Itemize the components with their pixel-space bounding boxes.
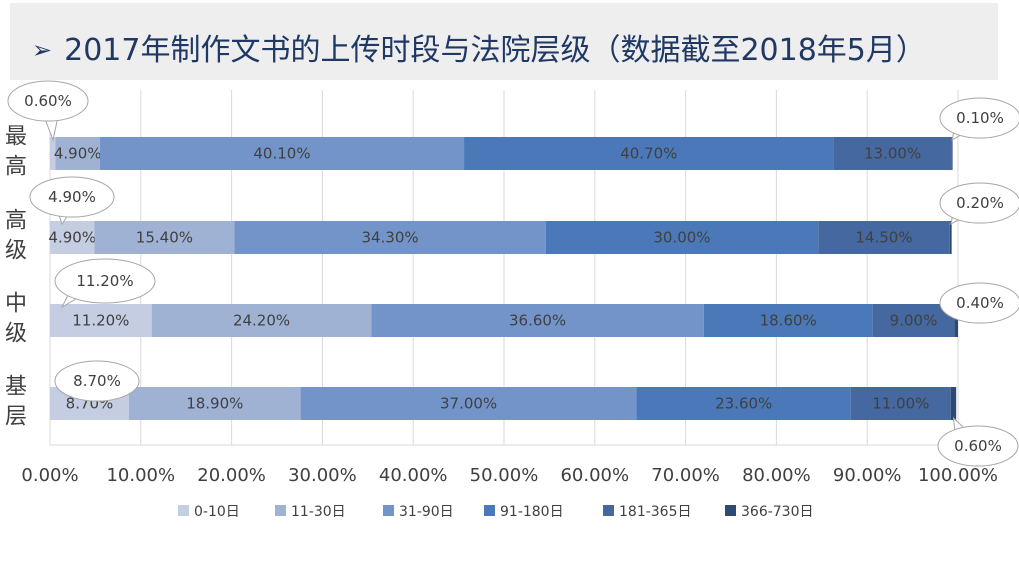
legend-swatch [383,505,394,516]
bar-segment [545,221,819,254]
callout-bubble [54,360,140,402]
x-tick-label: 10.00% [106,465,175,486]
page-title: ➢ 2017年制作文书的上传时段与法院层级（数据截至2018年5月） [32,25,926,69]
legend-swatch [178,505,189,516]
callout-mask [950,298,963,311]
callout-mask [956,430,969,443]
title-band: ➢ 2017年制作文书的上传时段与法院层级（数据截至2018年5月） [10,3,998,80]
bar-segment [954,304,958,337]
legend-label: 0-10日 [194,504,240,520]
bar-segment [94,221,235,254]
callout-label: 11.20% [76,272,133,290]
legend-swatch [484,505,495,516]
bar-segment [833,137,952,170]
callout-label: 0.10% [956,109,1004,127]
callout-label: 8.70% [73,372,121,390]
callout-label: 0.20% [956,194,1004,212]
legend-swatch [725,505,736,516]
bar-segment [128,387,301,420]
legend-label: 366-730日 [741,504,814,520]
category-label: 层 [5,405,27,430]
data-label: 24.20% [233,312,290,330]
x-tick-label: 100.00% [918,465,998,486]
legend-label: 91-180日 [500,504,564,520]
x-tick-label: 80.00% [742,465,811,486]
bar-segment [151,304,372,337]
callout-mask [954,203,967,216]
data-label: 4.90% [54,145,102,163]
x-tick-label: 50.00% [470,465,539,486]
callout-label: 0.60% [954,437,1002,455]
legend-swatch [275,505,286,516]
bar-segment [951,137,953,170]
x-tick-label: 0.00% [21,465,78,486]
data-label: 34.30% [361,229,418,247]
data-label: 18.60% [760,312,817,330]
data-label: 40.70% [620,145,677,163]
data-label: 14.50% [855,229,912,247]
bar-segment [55,137,100,170]
x-tick-label: 90.00% [833,465,902,486]
data-label: 9.00% [890,312,938,330]
callout-mask [73,281,86,294]
x-tick-label: 60.00% [560,465,629,486]
bar-segment [300,387,637,420]
bar-segment [703,304,873,337]
callout-label: 4.90% [48,188,96,206]
data-label: 15.40% [136,229,193,247]
data-label: 11.00% [872,395,929,413]
x-tick-label: 20.00% [197,465,266,486]
callout-mask [955,119,968,132]
data-label: 13.00% [864,145,921,163]
category-label: 最 [5,125,27,150]
x-tick-label: 40.00% [379,465,448,486]
callout-bubble [939,282,1019,324]
x-tick-label: 70.00% [651,465,720,486]
bar-segment [850,387,951,420]
callout-mask [57,202,70,215]
data-label: 36.60% [509,312,566,330]
callout-mask [66,377,79,390]
bar-segment [99,137,465,170]
callout-mask [45,106,58,119]
legend-label: 181-365日 [619,504,692,520]
bar-segment [872,304,955,337]
callout-bubble [7,80,89,122]
category-label: 高 [5,155,27,180]
category-label: 级 [5,322,27,347]
x-tick-label: 30.00% [288,465,357,486]
data-label: 11.20% [72,312,129,330]
data-label: 40.10% [253,145,310,163]
callout-bubble [29,176,115,218]
data-label: 37.00% [440,395,497,413]
data-label: 18.90% [186,395,243,413]
bar-segment [50,221,95,254]
legend-label: 31-90日 [399,504,454,520]
callout-label: 0.40% [956,294,1004,312]
bar-segment [950,387,957,420]
category-label: 高 [5,209,27,234]
data-label: 4.90% [48,229,96,247]
bar-segment [464,137,834,170]
category-label: 基 [5,375,27,400]
bar-segment [234,221,546,254]
legend-label: 11-30日 [291,504,346,520]
bar-segment [50,137,56,170]
bar-segment [50,304,152,337]
bar-segment [371,304,704,337]
data-label: 23.60% [715,395,772,413]
bar-segment [636,387,851,420]
bar-segment [949,221,952,254]
bar-segment [818,221,950,254]
data-label: 30.00% [653,229,710,247]
title-bullet-icon: ➢ [32,36,53,64]
category-label: 级 [5,239,27,264]
callout-label: 0.60% [24,92,72,110]
title-label: 2017年制作文书的上传时段与法院层级（数据截至2018年5月） [64,33,926,68]
category-label: 中 [5,292,27,317]
legend-swatch [603,505,614,516]
